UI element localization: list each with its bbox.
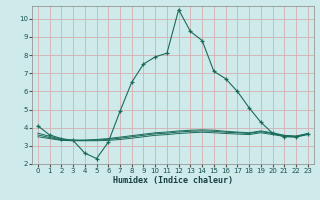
X-axis label: Humidex (Indice chaleur): Humidex (Indice chaleur) <box>113 176 233 185</box>
